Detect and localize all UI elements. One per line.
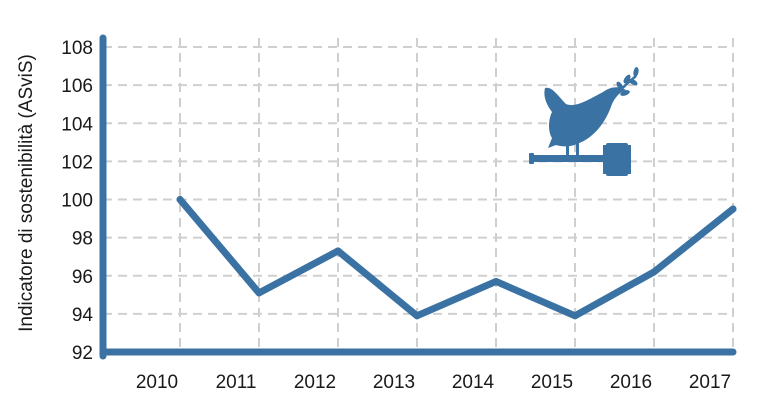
data-point [729, 205, 737, 213]
x-tick-label: 2012 [294, 372, 336, 393]
x-tick-label: 2014 [452, 372, 495, 393]
y-tick-label: 100 [61, 191, 93, 212]
y-tick-label: 102 [61, 152, 93, 173]
data-point [413, 312, 421, 320]
data-point [176, 196, 184, 203]
data-point [334, 247, 342, 255]
x-tick-label: 2013 [373, 372, 415, 393]
axes [99, 34, 737, 360]
y-tick-label: 108 [61, 38, 93, 59]
y-tick-labels: 92 94 96 98 100 102 104 106 108 [61, 38, 93, 364]
y-tick-label: 98 [72, 229, 93, 250]
x-tick-label: 2017 [689, 372, 731, 393]
data-point [255, 289, 263, 297]
y-tick-label: 94 [72, 305, 94, 326]
x-tick-labels: 2010 2011 2012 2013 2014 2015 2016 2017 [136, 372, 731, 393]
data-point [492, 277, 500, 285]
y-tick-label: 106 [61, 76, 93, 97]
gridlines [103, 38, 734, 352]
data-point [650, 268, 658, 276]
series-group [176, 196, 737, 320]
x-tick-label: 2011 [216, 372, 257, 393]
x-tick-label: 2010 [136, 372, 178, 393]
y-tick-label: 104 [61, 114, 93, 135]
data-point [571, 312, 579, 320]
dove-with-olive-branch-and-gavel-icon [529, 67, 639, 176]
y-axis-label: Indicatore di sostenibilità (ASviS) [16, 54, 37, 332]
y-tick-label: 92 [72, 343, 93, 364]
series-line [176, 196, 737, 320]
x-tick-label: 2016 [610, 372, 652, 393]
y-tick-label: 96 [72, 267, 93, 288]
x-tick-label: 2015 [531, 372, 573, 393]
